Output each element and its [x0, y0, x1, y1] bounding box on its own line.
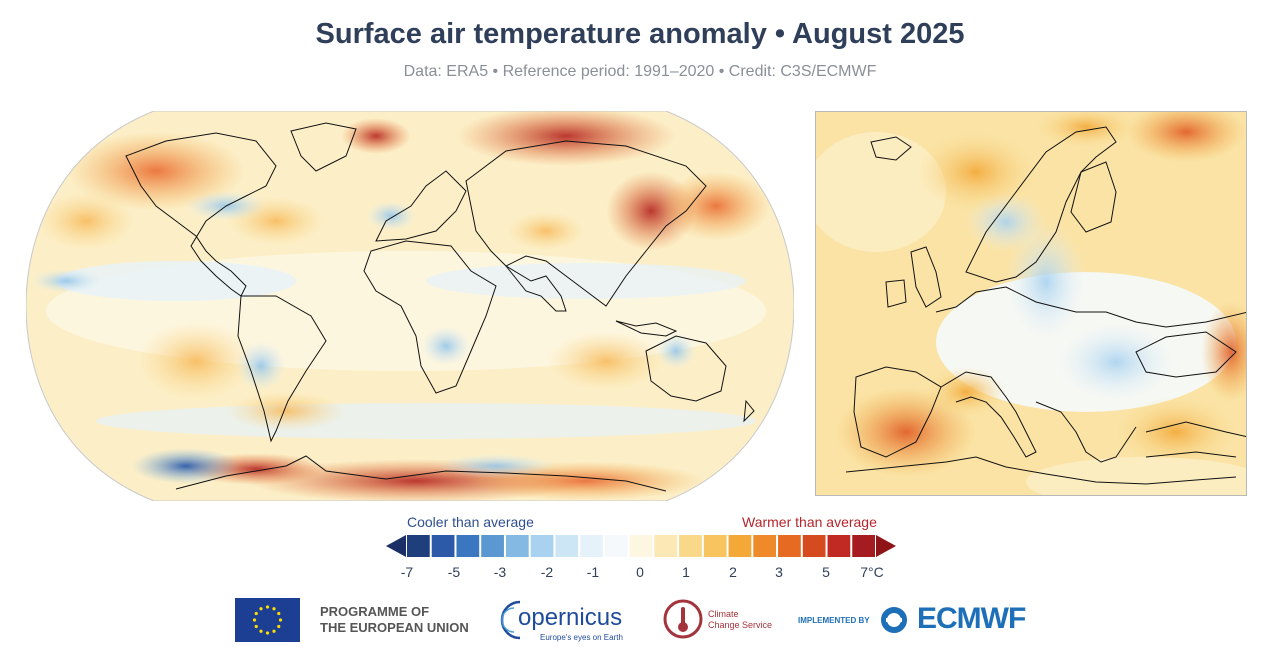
copernicus-logo-icon — [500, 600, 521, 640]
eu-text-line2: THE EUROPEAN UNION — [320, 620, 469, 635]
eu-star-icon — [254, 611, 258, 616]
eu-star-icon — [277, 611, 281, 616]
copernicus-tagline: Europe's eyes on Earth — [540, 633, 623, 642]
eu-text-line1: PROGRAMME OF — [320, 604, 430, 619]
eu-star-icon — [272, 607, 276, 611]
ecmwf-wordmark: ECMWF — [917, 602, 1026, 635]
colorbar-tick-label: 0 — [636, 564, 644, 580]
colorbar-bin — [728, 535, 752, 557]
page-subtitle: Data: ERA5 • Reference period: 1991–2020… — [403, 63, 877, 80]
colorbar-bin — [679, 535, 702, 557]
eu-star-icon — [259, 607, 263, 611]
colorbar-bin — [505, 535, 529, 557]
colorbar-tick-label: 1 — [682, 564, 690, 580]
page-title: Surface air temperature anomaly • August… — [315, 18, 965, 50]
eu-star-icon — [272, 629, 276, 633]
copernicus-wordmark: opernicus — [518, 604, 623, 631]
implemented-by-text: IMPLEMENTED BY — [798, 616, 870, 625]
europe-anomaly-map — [815, 111, 1247, 496]
climate-change-service-text: Climate Change Service — [708, 609, 772, 631]
legend-warmer-label: Warmer than average — [742, 514, 877, 530]
colorbar-bin — [604, 535, 628, 557]
eu-star-icon — [259, 629, 263, 633]
c3s-line2: Change Service — [708, 620, 773, 630]
color-scale-ticks: -7 -5 -3 -2 -1 0 1 2 3 5 7°C — [0, 564, 1280, 584]
colorbar-tick-label: -1 — [586, 564, 600, 580]
colorbar-bin — [530, 535, 554, 557]
logo-bar: PROGRAMME OF THE EUROPEAN UNION opernicu… — [0, 596, 1280, 646]
colorbar-arrow-right — [876, 535, 896, 557]
eu-star-icon — [278, 618, 283, 622]
colorbar-bin — [407, 535, 430, 557]
colorbar-bin — [827, 535, 851, 557]
eu-star-icon — [252, 618, 257, 622]
colorbar-bin — [778, 535, 801, 557]
colorbar-bin — [802, 535, 826, 557]
colorbar-tick-label: -7 — [400, 564, 414, 580]
colorbar-tick-label: -3 — [493, 564, 507, 580]
eu-star-icon — [254, 624, 258, 629]
colorbar-bin — [481, 535, 504, 557]
colorbar-tick-label: -5 — [447, 564, 461, 580]
legend-cooler-label: Cooler than average — [407, 514, 534, 530]
ecmwf-logo-icon — [881, 607, 907, 633]
eu-star-icon — [265, 605, 270, 609]
colorbar-bin — [555, 535, 579, 557]
colorbar-tick-label: 2 — [729, 564, 737, 580]
eu-star-icon — [265, 631, 270, 635]
global-anomaly-map — [26, 111, 794, 501]
colorbar-bin — [753, 535, 777, 557]
colorbar-bin — [703, 535, 727, 557]
eu-flag-icon — [235, 598, 300, 642]
colorbar-tick-label: 5 — [822, 564, 830, 580]
colorbar-bin — [629, 535, 653, 557]
colorbar-tick-label: -2 — [540, 564, 554, 580]
color-scale-bar — [386, 535, 896, 557]
colorbar-arrow-left — [386, 535, 406, 557]
climate-change-service-icon — [663, 599, 703, 639]
colorbar-bin — [456, 535, 480, 557]
colorbar-bin — [654, 535, 678, 557]
c3s-line1: Climate — [708, 609, 739, 619]
colorbar-tick-label: 3 — [775, 564, 783, 580]
eu-star-icon — [277, 624, 281, 629]
eu-programme-text: PROGRAMME OF THE EUROPEAN UNION — [320, 604, 469, 636]
colorbar-tick-label: 7°C — [860, 564, 884, 580]
colorbar-bin — [431, 535, 455, 557]
colorbar-bin — [852, 535, 875, 557]
colorbar-bin — [580, 535, 603, 557]
